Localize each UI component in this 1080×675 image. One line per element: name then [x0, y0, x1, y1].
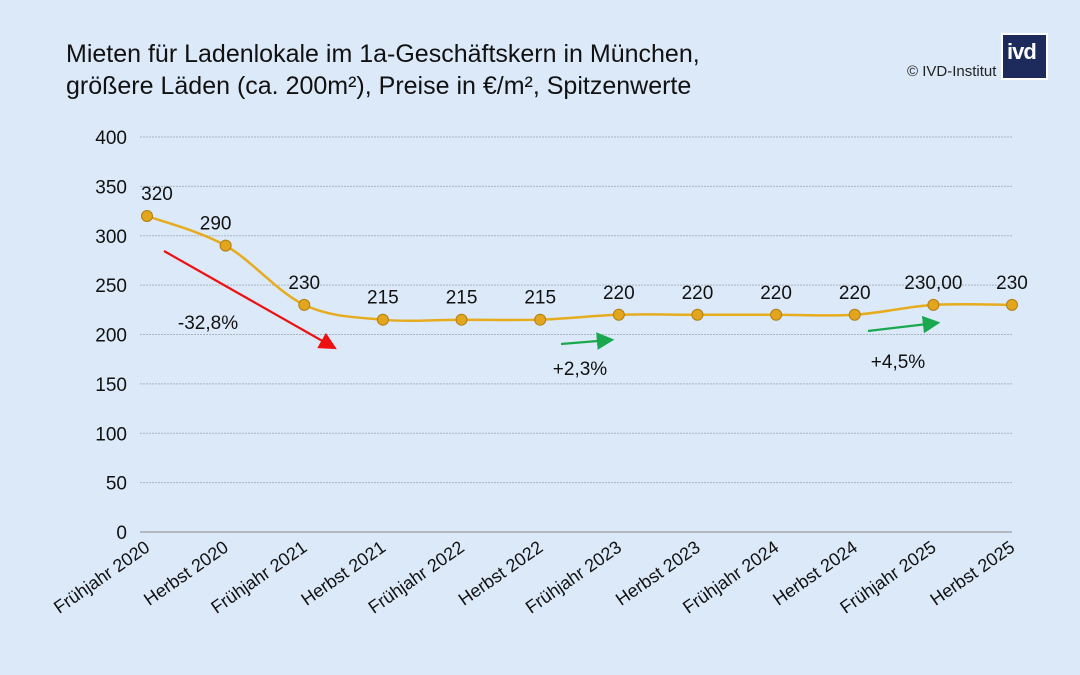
y-tick-label: 200 [95, 326, 127, 347]
trend-label: +4,5% [871, 352, 926, 373]
title-line-2: größere Läden (ca. 200m²), Preise in €/m… [66, 72, 692, 100]
y-tick-label: 150 [95, 375, 127, 396]
data-label: 220 [760, 283, 792, 304]
data-label: 320 [141, 184, 173, 205]
data-label: 230 [996, 273, 1028, 294]
data-point [376, 313, 389, 326]
data-label: 220 [682, 283, 714, 304]
data-point [770, 308, 783, 321]
series-line [146, 214, 1013, 323]
x-tick-label: Frühjahr 2020 [50, 537, 153, 618]
data-point [219, 239, 232, 252]
logo-text: ivd [1007, 39, 1037, 64]
data-label: 215 [446, 288, 478, 309]
data-point [612, 308, 625, 321]
source-label: © IVD-Institut [907, 63, 997, 80]
data-point [848, 308, 861, 321]
title-line-1: Mieten für Ladenlokale im 1a-Geschäftske… [66, 40, 700, 68]
y-tick-label: 100 [95, 424, 127, 445]
data-label: 215 [524, 288, 556, 309]
trend-label: +2,3% [553, 359, 608, 380]
y-tick-label: 50 [106, 474, 127, 495]
data-point [691, 308, 704, 321]
data-point [455, 313, 468, 326]
trend-arrow [163, 250, 337, 350]
data-label: 215 [367, 288, 399, 309]
y-tick-label: 0 [116, 523, 127, 544]
y-tick-label: 300 [95, 227, 127, 248]
data-point [534, 313, 547, 326]
ivd-logo: ivd [1001, 33, 1048, 80]
data-point [1006, 298, 1018, 311]
data-label: 220 [603, 283, 635, 304]
trend-arrow [560, 332, 615, 350]
data-label: 230 [288, 273, 320, 294]
data-point [141, 210, 153, 222]
data-point [927, 298, 940, 311]
x-tick-label: Herbst 2025 [926, 537, 1018, 610]
data-point [298, 298, 311, 311]
data-label: 220 [839, 283, 871, 304]
y-tick-label: 350 [95, 177, 127, 198]
chart-title: Mieten für Ladenlokale im 1a-Geschäftske… [66, 38, 700, 102]
y-tick-label: 250 [95, 276, 127, 297]
y-tick-label: 400 [95, 128, 127, 149]
trend-label: -32,8% [178, 313, 238, 334]
data-label: 290 [200, 214, 232, 235]
trend-arrow [867, 315, 941, 334]
data-label: 230,00 [904, 273, 962, 294]
